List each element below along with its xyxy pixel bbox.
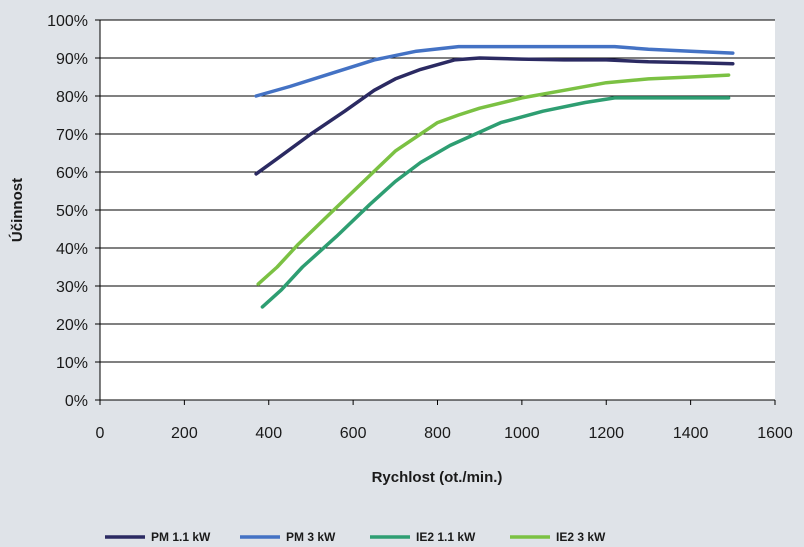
x-tick-label-0: 0: [96, 425, 105, 442]
y-tick-label-9: 90%: [56, 51, 88, 68]
y-tick-label-6: 60%: [56, 165, 88, 182]
x-tick-label-8: 1600: [757, 425, 793, 442]
legend: PM 1.1 kW PM 3 kW IE2 1.1 kW IE2 3 kW: [105, 530, 606, 544]
legend-label-3: IE2 3 kW: [556, 530, 606, 544]
y-tick-labels: 0% 10% 20% 30% 40% 50% 60% 70% 80% 90% 100%: [47, 13, 88, 410]
legend-item-2: IE2 1.1 kW: [370, 530, 476, 544]
series-line-1: [254, 44, 735, 98]
y-tick-label-1: 10%: [56, 355, 88, 372]
x-tick-label-5: 1000: [504, 425, 540, 442]
y-axis-title: Účinnost: [8, 178, 26, 242]
series-line-2: [260, 96, 731, 309]
y-tick-label-7: 70%: [56, 127, 88, 144]
y-tick-label-4: 40%: [56, 241, 88, 258]
legend-item-0: PM 1.1 kW: [105, 530, 211, 544]
legend-label-1: PM 3 kW: [286, 530, 336, 544]
y-tick-label-8: 80%: [56, 89, 88, 106]
series-line-0: [254, 56, 735, 176]
y-tick-label-10: 100%: [47, 13, 88, 30]
x-tick-label-7: 1400: [673, 425, 709, 442]
y-tick-label-0: 0%: [65, 393, 88, 410]
axes: [95, 19, 776, 405]
x-tick-label-6: 1200: [588, 425, 624, 442]
x-tick-label-4: 800: [424, 425, 451, 442]
grid-lines: [100, 19, 775, 401]
y-tick-label-2: 20%: [56, 317, 88, 334]
legend-label-0: PM 1.1 kW: [151, 530, 211, 544]
x-tick-label-1: 200: [171, 425, 198, 442]
x-axis-title: Rychlost (ot./min.): [372, 469, 503, 486]
legend-label-2: IE2 1.1 kW: [416, 530, 476, 544]
series-line-3: [256, 73, 731, 286]
x-tick-label-2: 400: [255, 425, 282, 442]
x-tick-label-3: 600: [340, 425, 367, 442]
series-lines: [254, 44, 735, 309]
y-tick-label-3: 30%: [56, 279, 88, 296]
x-tick-labels: 0 200 400 600 800 1000 1200 1400 1600: [96, 425, 793, 442]
legend-item-1: PM 3 kW: [240, 530, 336, 544]
legend-item-3: IE2 3 kW: [510, 530, 606, 544]
y-tick-label-5: 50%: [56, 203, 88, 220]
